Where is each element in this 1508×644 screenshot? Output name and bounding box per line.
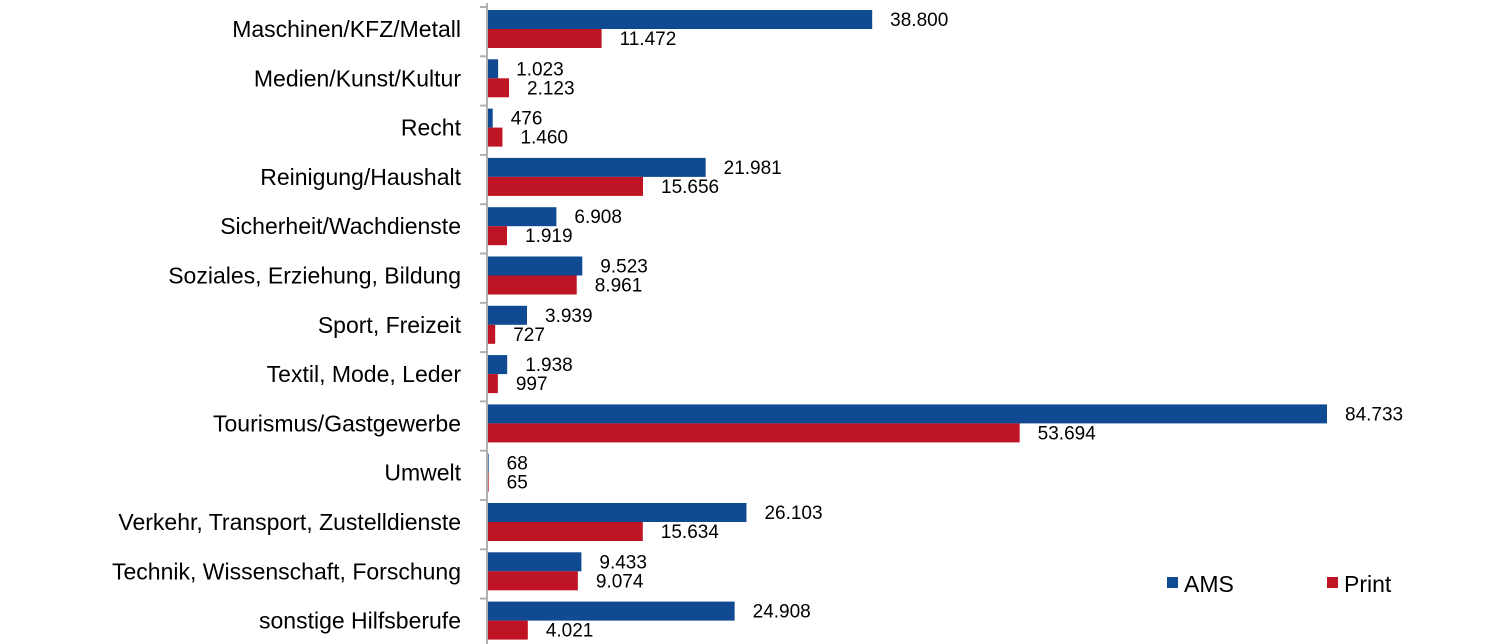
print-bar (488, 29, 602, 48)
category-label: Recht (401, 115, 462, 141)
print-value-label: 1.460 (520, 128, 568, 149)
category-label: Soziales, Erziehung, Bildung (168, 263, 461, 289)
ams-value-label: 6.908 (574, 207, 622, 228)
ams-bar (488, 157, 706, 177)
print-bar (488, 127, 503, 147)
ams-bar (488, 404, 1327, 424)
ams-value-label: 3.939 (545, 306, 593, 327)
ams-bar (488, 305, 528, 325)
print-bar (488, 275, 577, 295)
print-bar (488, 176, 644, 196)
ams-value-label: 476 (511, 109, 543, 130)
ams-bar (488, 601, 735, 621)
category-label: Maschinen/KFZ/Metall (232, 16, 461, 42)
print-value-label: 15.656 (661, 177, 719, 198)
category-label: Technik, Wissenschaft, Forschung (112, 558, 461, 584)
print-bar (488, 620, 528, 640)
category-label: sonstige Hilfsberufe (259, 608, 461, 634)
category-label: Sicherheit/Wachdienste (220, 213, 461, 239)
print-value-label: 65 (507, 473, 528, 494)
ams-bar (488, 355, 508, 375)
ams-bar (488, 552, 582, 572)
print-bar (488, 324, 496, 344)
ams-value-label: 9.433 (599, 552, 647, 573)
ams-bar (488, 10, 873, 29)
print-value-label: 53.694 (1038, 423, 1097, 444)
print-bar (488, 226, 508, 246)
print-bar (488, 571, 578, 591)
legend-label-ams: AMS (1184, 571, 1234, 597)
ams-value-label: 1.938 (525, 355, 573, 376)
ams-bar (488, 503, 747, 522)
print-value-label: 4.021 (546, 621, 594, 642)
print-value-label: 9.074 (596, 571, 644, 592)
print-value-label: 1.919 (525, 226, 573, 247)
ams-bar (488, 453, 489, 473)
ams-value-label: 68 (507, 454, 528, 475)
print-bar (488, 472, 489, 492)
category-label: Verkehr, Transport, Zustelldienste (118, 509, 461, 535)
print-value-label: 2.123 (527, 78, 575, 99)
print-value-label: 11.472 (620, 29, 677, 50)
category-label: Medien/Kunst/Kultur (254, 65, 461, 91)
legend-swatch-print (1327, 577, 1338, 588)
print-bar (488, 423, 1020, 443)
ams-bar (488, 108, 493, 128)
category-label: Textil, Mode, Leder (267, 361, 462, 387)
print-value-label: 997 (516, 374, 548, 395)
ams-bar (488, 59, 499, 79)
ams-value-label: 9.523 (600, 257, 648, 278)
ams-bar (488, 207, 557, 227)
ams-value-label: 21.981 (724, 158, 782, 179)
print-bar (488, 78, 510, 98)
category-label: Sport, Freizeit (318, 312, 462, 338)
category-label: Reinigung/Haushalt (260, 164, 461, 190)
ams-bar (488, 256, 583, 276)
print-bar (488, 374, 498, 394)
print-bar (488, 522, 643, 541)
ams-value-label: 1.023 (516, 59, 564, 80)
print-value-label: 15.634 (661, 522, 720, 543)
category-label: Tourismus/Gastgewerbe (213, 410, 461, 436)
ams-value-label: 38.800 (890, 10, 948, 31)
ams-value-label: 24.908 (753, 602, 811, 623)
ams-value-label: 84.733 (1345, 404, 1403, 425)
category-label: Umwelt (384, 460, 461, 486)
ams-value-label: 26.103 (764, 503, 822, 524)
print-value-label: 727 (513, 325, 545, 346)
print-value-label: 8.961 (595, 276, 643, 297)
legend-label-print: Print (1344, 571, 1392, 597)
legend-swatch-ams (1167, 577, 1178, 588)
